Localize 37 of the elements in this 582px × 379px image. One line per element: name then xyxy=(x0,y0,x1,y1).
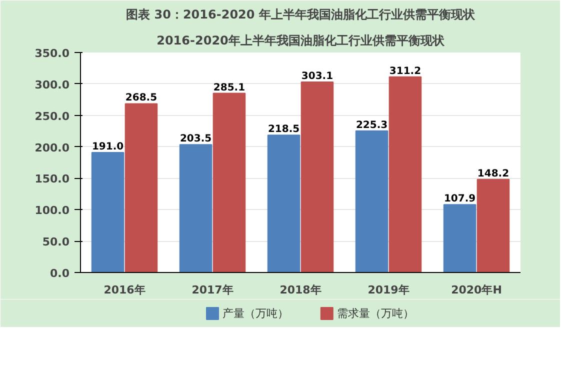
bar xyxy=(179,144,212,272)
data-label: 311.2 xyxy=(389,66,422,77)
bar xyxy=(443,204,476,272)
data-label: 285.1 xyxy=(213,82,246,94)
legend-label: 产量（万吨） xyxy=(222,307,288,320)
legend-label: 需求量（万吨） xyxy=(336,307,414,320)
y-tick-label: 150.0 xyxy=(34,172,70,186)
bar xyxy=(91,152,124,272)
data-label: 107.9 xyxy=(444,194,476,205)
x-tick-label: 2020年H xyxy=(451,284,502,296)
chart-title: 图表 30：2016-2020 年上半年我国油脂化工行业供需平衡现状 xyxy=(126,8,476,22)
y-tick-label: 300.0 xyxy=(34,78,70,92)
x-tick-label: 2016年 xyxy=(104,284,146,296)
x-tick-label: 2017年 xyxy=(192,284,234,296)
data-label: 191.0 xyxy=(92,141,124,152)
bar xyxy=(476,178,510,272)
y-tick-label: 200.0 xyxy=(34,141,70,154)
data-label: 225.3 xyxy=(356,120,388,131)
data-label: 303.1 xyxy=(301,70,334,82)
data-label: 203.5 xyxy=(180,134,212,145)
y-tick-label: 0.0 xyxy=(50,267,70,280)
bar xyxy=(267,134,300,272)
bar xyxy=(388,76,422,272)
data-label: 148.2 xyxy=(477,168,510,180)
chart-subtitle: 2016-2020年上半年我国油脂化工行业供需平衡现状 xyxy=(156,34,446,48)
y-tick-label: 100.0 xyxy=(34,204,70,218)
y-tick-label: 250.0 xyxy=(34,110,70,123)
y-tick-label: 350.0 xyxy=(34,47,70,60)
y-tick-label: 50.0 xyxy=(42,236,70,249)
data-label: 218.5 xyxy=(268,124,300,136)
bar xyxy=(300,81,334,272)
data-label: 268.5 xyxy=(125,92,158,104)
bar xyxy=(212,92,246,272)
bar xyxy=(355,130,388,272)
bar xyxy=(124,103,158,272)
x-tick-label: 2019年 xyxy=(368,284,410,296)
x-tick-label: 2018年 xyxy=(280,284,322,296)
